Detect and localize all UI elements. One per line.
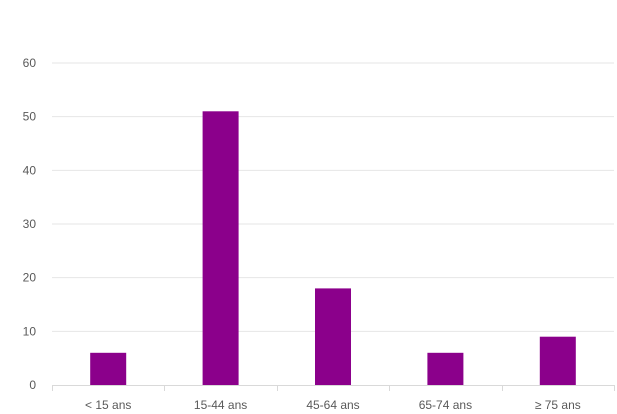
bar <box>539 336 576 385</box>
y-axis-tick-labels: 0 10 20 30 40 50 60 <box>23 56 37 392</box>
y-tick-label: 50 <box>23 110 37 124</box>
bars <box>90 111 576 386</box>
bar <box>90 352 127 385</box>
y-tick-label: 30 <box>23 217 37 231</box>
bar <box>427 352 464 385</box>
x-tick-label: 65-74 ans <box>419 398 472 412</box>
y-tick-label: 20 <box>23 271 37 285</box>
y-tick-label: 0 <box>29 378 36 392</box>
x-tick-label: < 15 ans <box>85 398 131 412</box>
x-tick-label: ≥ 75 ans <box>535 398 581 412</box>
x-tick-label: 15-44 ans <box>194 398 247 412</box>
y-tick-label: 10 <box>23 324 37 338</box>
y-tick-label: 40 <box>23 163 37 177</box>
bar <box>202 111 239 386</box>
x-axis <box>52 385 615 391</box>
y-tick-label: 60 <box>23 56 37 70</box>
x-axis-tick-labels: < 15 ans 15-44 ans 45-64 ans 65-74 ans ≥ 75 … <box>85 398 581 412</box>
x-tick-label: 45-64 ans <box>306 398 359 412</box>
gridlines <box>52 62 614 332</box>
bar <box>315 288 351 385</box>
